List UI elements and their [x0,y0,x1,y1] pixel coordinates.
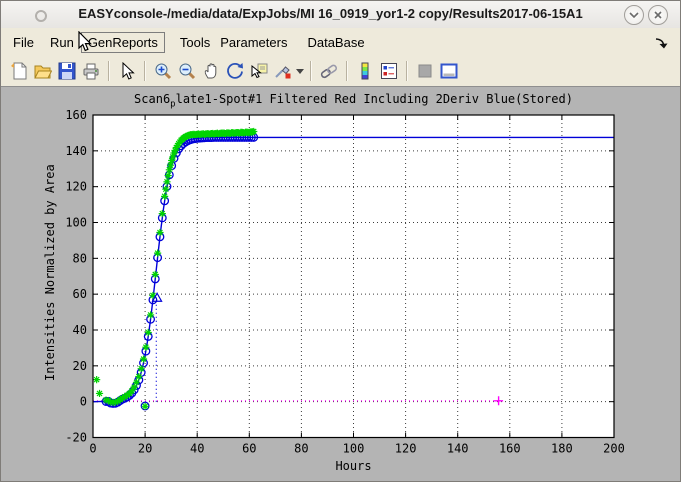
menu-run[interactable]: Run [49,34,74,50]
dock-arrow-icon[interactable] [654,35,668,52]
toolbar-separator [346,61,348,81]
svg-text:100: 100 [343,442,365,456]
toolbar [1,56,680,86]
svg-text:60: 60 [73,287,87,301]
brush-dropdown-caret[interactable] [295,59,305,83]
toolbar-separator [108,61,110,81]
svg-text:180: 180 [551,442,573,456]
svg-text:60: 60 [242,442,256,456]
svg-text:20: 20 [73,359,87,373]
new-figure-icon[interactable] [7,59,31,83]
plot-title-rest: late1-Spot#1 Filtered Red Including 2Der… [175,92,573,106]
svg-text:200: 200 [603,442,625,456]
svg-text:160: 160 [499,442,521,456]
window-title: EASYconsole-/media/data/ExpJobs/MI 16_09… [78,6,583,21]
mouse-cursor [78,31,92,52]
link-plots-icon[interactable] [317,59,341,83]
svg-text:40: 40 [73,323,87,337]
svg-text:80: 80 [294,442,308,456]
brush-icon[interactable] [271,59,295,83]
svg-text:100: 100 [65,216,87,230]
chevron-down-icon [629,12,639,18]
menubar: File Run GenReports Tools Parameters Dat… [1,28,680,57]
shade-button[interactable] [624,5,644,25]
menu-genreports[interactable]: GenReports [80,31,165,53]
colorbar-icon[interactable] [353,59,377,83]
show-plot-tools-icon[interactable] [437,59,461,83]
svg-text:160: 160 [65,108,87,122]
svg-text:120: 120 [395,442,417,456]
figure-area: 0 20 40 60 80 100 120 140 160 180 200 -20 0 20 40 60 80 1… [1,86,680,481]
titlebar: EASYconsole-/media/data/ExpJobs/MI 16_09… [1,1,680,29]
svg-text:80: 80 [73,251,87,265]
zoom-out-icon[interactable] [175,59,199,83]
pointer-icon[interactable] [115,59,139,83]
svg-text:20: 20 [138,442,152,456]
close-icon [654,11,662,19]
svg-text:140: 140 [447,442,469,456]
x-axis-label: Hours [335,459,372,473]
plot-title-sub: p [170,99,176,110]
menu-file[interactable]: File [13,34,34,50]
svg-text:0: 0 [89,442,96,456]
menu-database[interactable]: DataBase [307,34,365,50]
plot-title: Scan6plate1-Spot#1 Filtered Red Includin… [93,92,614,109]
pan-icon[interactable] [199,59,223,83]
svg-text:-20: -20 [65,431,87,445]
window-menu-icon[interactable] [35,10,47,22]
menu-parameters[interactable]: Parameters [220,34,288,50]
svg-text:140: 140 [65,144,87,158]
zoom-in-icon[interactable] [151,59,175,83]
print-icon[interactable] [79,59,103,83]
save-icon[interactable] [55,59,79,83]
toolbar-separator [310,61,312,81]
svg-text:0: 0 [80,395,87,409]
plot-svg[interactable]: 0 20 40 60 80 100 120 140 160 180 200-200204060801… [1,87,681,482]
svg-text:40: 40 [190,442,204,456]
rotate-3d-icon[interactable] [223,59,247,83]
legend-icon[interactable] [377,59,401,83]
svg-text:120: 120 [65,180,87,194]
menu-tools[interactable]: Tools [179,34,211,50]
hide-plot-tools-icon[interactable] [413,59,437,83]
data-cursor-icon[interactable] [247,59,271,83]
close-button[interactable] [648,5,668,25]
toolbar-separator [144,61,146,81]
toolbar-separator [406,61,408,81]
plot-title-prefix: Scan6 [134,92,171,106]
y-axis-label: Intensities Normalized by Area [43,164,57,381]
open-file-icon[interactable] [31,59,55,83]
